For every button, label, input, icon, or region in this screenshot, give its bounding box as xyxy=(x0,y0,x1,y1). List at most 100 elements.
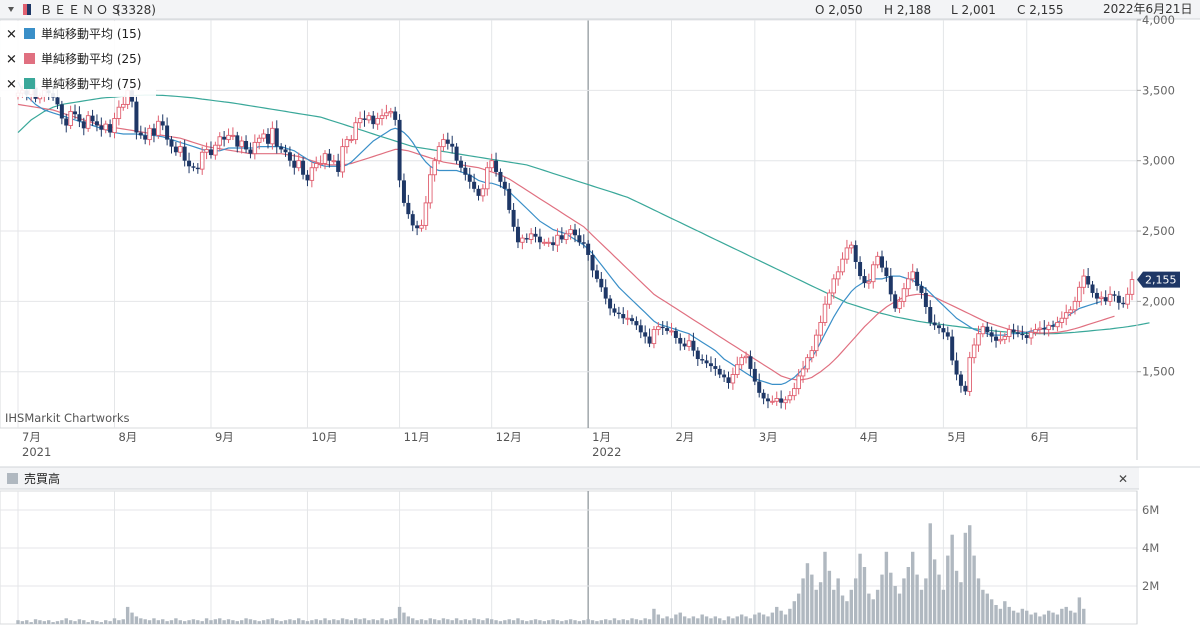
legend-item[interactable]: ✕ 単純移動平均 (15) xyxy=(6,27,141,43)
candle xyxy=(432,157,437,182)
volume-bar xyxy=(507,619,511,624)
candle xyxy=(533,226,538,243)
candle-body xyxy=(450,143,455,147)
volume-bar xyxy=(875,589,880,624)
candle-body xyxy=(665,328,670,331)
volume-bar xyxy=(130,612,134,624)
candle-body xyxy=(116,106,122,119)
volume-bar xyxy=(55,621,60,624)
candle-body xyxy=(1055,322,1060,328)
price-tick-label: 2,000 xyxy=(1142,294,1175,308)
watermark: IHSMarkit Chartworks xyxy=(5,411,129,425)
candle-body xyxy=(204,148,209,153)
volume-bar xyxy=(498,621,503,624)
volume-bar xyxy=(463,619,468,624)
candle-body xyxy=(261,133,266,139)
volume-bar xyxy=(608,620,612,624)
candle xyxy=(1002,333,1008,345)
moving-average-ma25 xyxy=(17,103,1115,381)
candle-body xyxy=(963,385,968,392)
legend-item[interactable]: ✕ 単純移動平均 (25) xyxy=(6,52,141,68)
candle xyxy=(858,256,863,280)
volume-bar xyxy=(454,618,459,624)
candle-body xyxy=(156,120,161,136)
volume-bar xyxy=(840,595,845,624)
candle-body xyxy=(708,363,713,367)
volume-bar xyxy=(709,618,713,624)
legend-item[interactable]: ✕ 単純移動平均 (75) xyxy=(6,77,141,93)
candle xyxy=(608,295,613,316)
volume-bar xyxy=(389,619,393,624)
candle-body xyxy=(700,359,705,361)
volume-bar xyxy=(152,618,156,624)
legend-label: 単純移動平均 (75) xyxy=(41,77,141,91)
volume-bar xyxy=(437,620,441,624)
candle-body xyxy=(844,247,850,260)
candle-body xyxy=(765,398,770,402)
legend-remove-icon[interactable]: ✕ xyxy=(6,28,17,43)
candle-body xyxy=(55,97,60,105)
volume-bar xyxy=(139,618,143,624)
candle xyxy=(1063,304,1069,326)
volume-bar xyxy=(937,574,941,624)
candle xyxy=(897,296,902,314)
candle-body xyxy=(1011,329,1016,333)
volume-bar xyxy=(722,620,726,624)
volume-bar xyxy=(1016,612,1020,624)
volume-bar xyxy=(1038,616,1042,624)
volume-bar xyxy=(516,618,520,624)
legend-remove-icon[interactable]: ✕ xyxy=(6,53,17,68)
volume-bar xyxy=(981,589,985,624)
candle xyxy=(507,183,512,214)
volume-bar xyxy=(261,620,266,624)
volume-bar xyxy=(415,620,419,624)
candle-body xyxy=(770,400,775,403)
volume-bar xyxy=(748,618,753,624)
volume-bar xyxy=(209,620,213,624)
candle xyxy=(1090,280,1095,298)
candle xyxy=(1112,290,1117,302)
candle xyxy=(568,224,573,240)
candle xyxy=(937,321,942,334)
volume-bar xyxy=(42,621,47,624)
volume-bar xyxy=(161,619,165,624)
candle-body xyxy=(349,139,354,142)
candle-body xyxy=(279,146,284,150)
candle xyxy=(963,381,968,395)
month-tick-label: 3月 xyxy=(759,430,778,444)
candle-body xyxy=(919,285,924,293)
month-tick-label: 7月 xyxy=(22,430,41,444)
candle-body xyxy=(573,229,577,236)
volume-bar xyxy=(275,620,279,624)
candle-body xyxy=(511,209,516,227)
volume-bar xyxy=(1011,610,1016,624)
candle xyxy=(954,352,959,381)
candle-body xyxy=(1086,276,1091,285)
volume-bar xyxy=(823,551,827,624)
volume-bar xyxy=(340,618,345,624)
candle-body xyxy=(809,350,815,359)
volume-bar xyxy=(77,619,82,624)
volume-bar xyxy=(292,620,297,624)
volume-bar xyxy=(915,574,919,624)
chevron-down-icon[interactable] xyxy=(8,7,14,12)
candle-body xyxy=(748,356,753,369)
candle-body xyxy=(441,139,446,148)
candle xyxy=(388,107,394,118)
volume-bar xyxy=(520,620,525,624)
volume-bar xyxy=(972,555,976,624)
candle xyxy=(844,239,850,264)
legend-remove-icon[interactable]: ✕ xyxy=(6,78,17,93)
volume-bar xyxy=(783,614,788,624)
candle xyxy=(1116,291,1121,310)
candle xyxy=(292,153,297,175)
candle xyxy=(805,354,810,373)
volume-bar xyxy=(213,619,218,624)
volume-bar xyxy=(411,618,415,624)
candle xyxy=(1121,297,1126,308)
candle xyxy=(730,367,736,390)
candle-body xyxy=(322,153,328,164)
volume-bar xyxy=(1068,610,1073,624)
candle-body xyxy=(301,160,306,175)
volume-close-icon[interactable]: ✕ xyxy=(1118,472,1128,486)
